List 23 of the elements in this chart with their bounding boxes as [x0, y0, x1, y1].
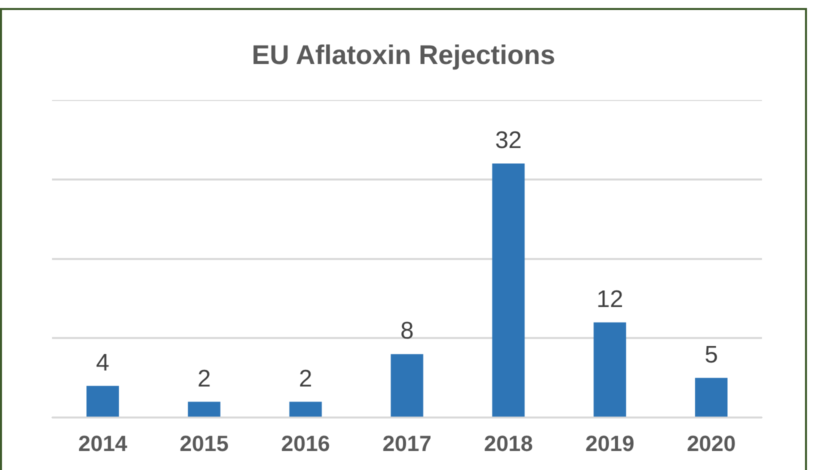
data-label: 8	[400, 318, 414, 345]
x-tick-label: 2019	[585, 430, 634, 456]
bar	[695, 378, 728, 417]
bar	[289, 402, 322, 417]
data-label: 32	[495, 127, 522, 154]
data-label: 5	[704, 342, 718, 369]
x-tick-label: 2016	[281, 430, 330, 456]
x-tick-label: 2017	[382, 430, 432, 456]
bar	[492, 164, 525, 417]
x-tick-label: 2015	[180, 430, 229, 456]
frame: EU Aflatoxin Rejections 2014 2015 2016 2017 2018 2019 2020 4 2 2 8 32 12 5	[0, 8, 807, 470]
x-tick-label: 2018	[484, 430, 533, 456]
bar	[390, 354, 424, 417]
data-label: 4	[96, 349, 110, 376]
data-label: 2	[197, 365, 211, 392]
data-label: 12	[596, 286, 624, 313]
chart-title: EU Aflatoxin Rejections	[250, 40, 556, 71]
data-label: 2	[298, 365, 312, 392]
x-tick-label: 2014	[78, 430, 128, 456]
bar	[86, 386, 119, 417]
bar	[188, 402, 220, 417]
x-tick-label: 2020	[686, 430, 736, 456]
bar	[594, 322, 626, 417]
